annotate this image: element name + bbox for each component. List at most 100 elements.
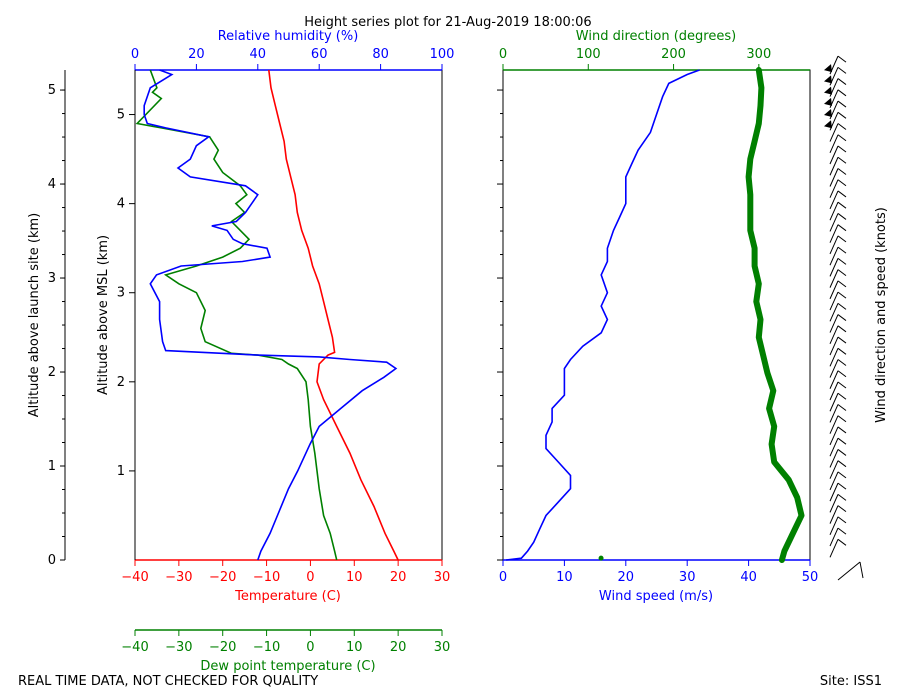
wind-barb-feather xyxy=(837,224,847,232)
left-panel-ticks: 0 1 2 3 4 5 1 2 3 4 5 −40 −30 −20 −10 0 10 20 30 −40 −30 −20 −… xyxy=(48,47,455,655)
wind-direction-outlier xyxy=(598,555,604,561)
direction-axis-label: Wind direction (degrees) xyxy=(576,29,736,44)
dewpoint-tick-label: 30 xyxy=(434,640,451,655)
wind-barb-staff xyxy=(829,123,839,142)
wind-barb-staff xyxy=(829,415,839,434)
humidity-tick-label: 40 xyxy=(250,47,267,62)
launch-altitude-tick-label: 5 xyxy=(48,83,56,98)
wind-barb xyxy=(829,516,847,536)
wind-barb-feather xyxy=(837,516,847,524)
launch-altitude-tick-label: 3 xyxy=(48,271,56,286)
wind-barb xyxy=(829,224,847,243)
temperature-tick-label: −10 xyxy=(253,570,280,585)
wind-barb xyxy=(829,134,847,153)
direction-tick-label: 300 xyxy=(746,47,771,62)
wind-barb xyxy=(829,449,847,468)
speed-tick-label: 40 xyxy=(740,570,757,585)
wind-barb xyxy=(829,123,847,142)
wind-barb xyxy=(829,213,847,232)
right-panel-ticks: 0 10 20 30 40 50 0 100 200 300 xyxy=(497,47,818,585)
wind-barb xyxy=(829,302,847,322)
temperature-line xyxy=(268,69,399,561)
wind-barb-feather xyxy=(837,100,847,108)
wind-barb-feather xyxy=(837,359,847,366)
wind-barb-staff xyxy=(829,348,839,367)
wind-barb-pennant xyxy=(824,75,832,84)
wind-barb-pennant xyxy=(824,64,832,73)
wind-barb-feather xyxy=(837,291,847,299)
wind-barb-feather xyxy=(837,392,847,400)
wind-barbs xyxy=(824,55,864,581)
wind-barb-feather xyxy=(837,246,847,254)
wind-barb-staff xyxy=(829,325,839,345)
humidity-tick-label: 20 xyxy=(188,47,205,62)
left-panel-series xyxy=(135,69,399,561)
wind-barb-feather xyxy=(837,156,847,164)
wind-barb-feather xyxy=(837,314,847,321)
wind-barb-staff xyxy=(829,190,839,210)
wind-barb xyxy=(829,145,847,165)
wind-barb-feather xyxy=(837,505,847,513)
wind-barb-staff xyxy=(829,280,839,300)
wind-barb-feather xyxy=(837,538,847,546)
direction-tick-label: 0 xyxy=(499,47,507,62)
wind-barb-staff xyxy=(829,145,839,165)
launch-altitude-tick-label: 1 xyxy=(48,459,56,474)
wind-barb-staff xyxy=(829,235,839,255)
wind-barb-feather xyxy=(837,235,847,243)
wind-barb-staff xyxy=(829,449,839,468)
wind-barb-staff xyxy=(829,370,839,389)
wind-barb xyxy=(824,66,847,86)
wind-barb xyxy=(829,280,847,300)
wind-barb xyxy=(824,78,847,97)
humidity-tick-label: 0 xyxy=(131,47,139,62)
wind-barb-staff xyxy=(829,471,839,491)
wind-barb-feather xyxy=(837,415,847,423)
wind-barb xyxy=(829,359,847,378)
dewpoint-tick-label: −20 xyxy=(209,640,236,655)
wind-barb xyxy=(829,235,847,255)
wind-barb-staff xyxy=(829,381,839,401)
chart-title: Height series plot for 21-Aug-2019 18:00… xyxy=(304,15,591,30)
wind-barb-staff xyxy=(829,224,839,243)
direction-tick-label: 200 xyxy=(661,47,686,62)
wind-barb xyxy=(829,392,847,412)
dewpoint-tick-label: 0 xyxy=(306,640,314,655)
wind-barb xyxy=(829,460,847,479)
speed-tick-label: 20 xyxy=(618,570,635,585)
humidity-tick-label: 80 xyxy=(372,47,389,62)
wind-barb-staff xyxy=(829,539,839,558)
speed-tick-label: 0 xyxy=(499,570,507,585)
wind-barb xyxy=(829,201,847,221)
wind-barb-feather xyxy=(837,527,847,535)
msl-altitude-tick-label: 4 xyxy=(117,197,125,212)
wind-barb xyxy=(829,246,847,266)
right-panel: 0 10 20 30 40 50 0 100 200 300 Wind speed (m/s) W… xyxy=(497,29,889,604)
site-label: Site: ISS1 xyxy=(819,674,882,689)
wind-barb xyxy=(829,426,847,446)
dewpoint-tick-label: 20 xyxy=(390,640,407,655)
left-plot-frame xyxy=(134,69,443,561)
wind-barb-feather xyxy=(837,179,847,187)
wind-barb-feather xyxy=(837,280,847,288)
wind-barb-feather xyxy=(837,370,847,378)
wind-barb xyxy=(829,527,847,547)
wind-barb-staff xyxy=(829,314,839,333)
wind-barb xyxy=(829,538,847,558)
wind-barb-staff xyxy=(829,134,839,153)
wind-barb xyxy=(829,482,847,502)
wind-barb-feather xyxy=(837,78,847,85)
wind-barb-pennant xyxy=(824,109,832,118)
wind-barb xyxy=(829,179,847,198)
wind-barb xyxy=(829,291,847,311)
wind-barb-feather xyxy=(837,381,847,389)
humidity-tick-label: 100 xyxy=(430,47,455,62)
wind-barb xyxy=(829,404,847,423)
launch-altitude-tick-label: 0 xyxy=(48,553,56,568)
wind-barb-feather xyxy=(837,66,847,74)
dewpoint-tick-label: −10 xyxy=(253,640,280,655)
wind-barb-staff xyxy=(829,505,839,524)
wind-barb-staff xyxy=(829,291,839,311)
wind-barb xyxy=(829,325,847,345)
